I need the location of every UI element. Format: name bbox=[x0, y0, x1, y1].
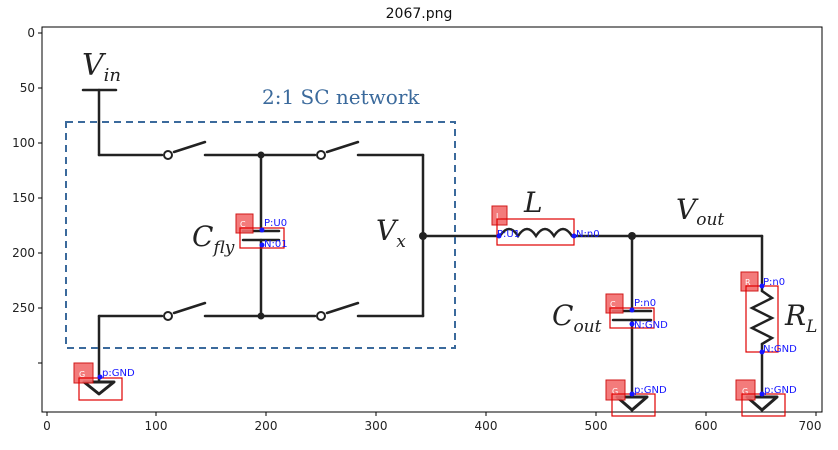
junction-dots bbox=[257, 151, 636, 320]
pin-label: p:GND bbox=[764, 385, 797, 396]
annotation-inductor: L P:U1 N:n0 bbox=[491, 205, 600, 246]
y-tick-label: 150 bbox=[12, 191, 35, 205]
annotation-tag: C bbox=[610, 300, 616, 309]
x-tick-label: 200 bbox=[255, 419, 278, 433]
vin-label: Vin bbox=[82, 48, 121, 86]
vx-label: Vx bbox=[376, 214, 406, 252]
rl-label: RL bbox=[784, 299, 817, 337]
pin-label: p:GND bbox=[102, 368, 135, 379]
x-tick-label: 0 bbox=[43, 419, 51, 433]
pin-label: N:01 bbox=[264, 239, 288, 250]
pin-label: P:U0 bbox=[264, 218, 287, 229]
pin-label: N:n0 bbox=[576, 229, 600, 240]
ground-right-icon bbox=[745, 395, 779, 412]
inductor-coil bbox=[498, 227, 574, 239]
sc-network-box bbox=[65, 121, 456, 349]
annotation-tag: R bbox=[745, 278, 751, 287]
annotation-ground-mid: G p:GND bbox=[605, 379, 667, 417]
switch-bottom-right-blade bbox=[325, 301, 360, 315]
resistor-zigzag bbox=[749, 289, 775, 346]
x-tick-label: 300 bbox=[365, 419, 388, 433]
inductor-label: L bbox=[523, 186, 543, 219]
vout-label: Vout bbox=[676, 193, 724, 230]
figure-title: 2067.png bbox=[385, 6, 453, 22]
switch-top-right-blade bbox=[325, 140, 360, 154]
annotation-ground-left: G p:GND bbox=[73, 362, 135, 401]
x-tick-label: 600 bbox=[695, 419, 718, 433]
pin-label: p:GND bbox=[634, 385, 667, 396]
y-tick-label: 250 bbox=[12, 301, 35, 315]
annotation-tag: L bbox=[496, 212, 501, 221]
x-tick-label: 100 bbox=[145, 419, 168, 433]
x-tick-label: 400 bbox=[475, 419, 498, 433]
ground-left-icon bbox=[82, 380, 116, 396]
y-tick-label: 200 bbox=[12, 246, 35, 260]
y-axis: 0 50 100 150 200 250 bbox=[12, 26, 42, 364]
ground-mid-icon bbox=[615, 395, 649, 412]
pin-label: N:GND bbox=[634, 320, 668, 331]
annotation-cout: C P:n0 N:GND bbox=[605, 293, 668, 331]
switch-bottom-left-blade bbox=[172, 301, 207, 315]
annotation-tag: C bbox=[240, 220, 246, 229]
x-tick-label: 500 bbox=[585, 419, 608, 433]
pin-label: N:GND bbox=[763, 344, 797, 355]
annotation-tag: G bbox=[612, 387, 618, 396]
y-tick-label: 50 bbox=[20, 81, 35, 95]
switch-contacts bbox=[163, 150, 326, 321]
pin-label: P:U1 bbox=[497, 229, 520, 240]
switch-top-left-blade bbox=[172, 140, 207, 154]
annotation-resistor: R P:n0 N:GND bbox=[740, 271, 797, 355]
y-tick-label: 100 bbox=[12, 136, 35, 150]
annotation-tag: G bbox=[79, 370, 85, 379]
cout-label: Cout bbox=[552, 299, 602, 337]
x-tick-label: 700 bbox=[799, 419, 822, 433]
pin-label: P:n0 bbox=[634, 298, 656, 309]
annotation-ground-right: G p:GND bbox=[735, 379, 797, 417]
y-tick-label: 0 bbox=[27, 26, 35, 40]
network-title: 2:1 SC network bbox=[262, 85, 420, 109]
ground-symbols bbox=[82, 380, 779, 412]
annotation-tag: G bbox=[742, 387, 748, 396]
circuit bbox=[81, 88, 775, 394]
cfly-label: Cfly bbox=[192, 220, 235, 258]
annotation-cfly: C P:U0 N:01 bbox=[235, 213, 288, 250]
pin-label: P:n0 bbox=[763, 277, 785, 288]
bbox bbox=[496, 218, 575, 246]
x-axis: 0 100 200 300 400 500 600 700 bbox=[43, 412, 821, 433]
